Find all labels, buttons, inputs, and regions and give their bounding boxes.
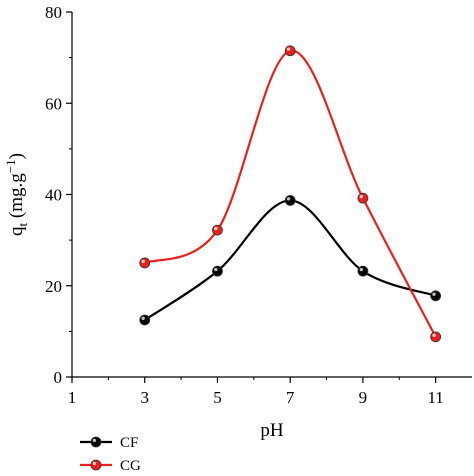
legend-marker-cg-body <box>90 459 102 471</box>
y-tick-label: 80 <box>45 3 62 22</box>
series-cf-point-body <box>139 314 151 326</box>
legend: CF CG <box>80 435 141 474</box>
series-cf-point-highlight <box>141 316 145 321</box>
y-tick-label: 60 <box>45 94 62 113</box>
series-cg-point <box>430 331 442 343</box>
legend-label-cf: CF <box>120 435 138 451</box>
series-cf-line <box>144 199 436 321</box>
series-cg-point-body <box>357 192 369 204</box>
y-tick-label: 40 <box>45 186 62 205</box>
series-cg-point <box>284 45 296 57</box>
series-cf-point <box>284 195 296 206</box>
ticks: 1 3 5 7 9 11 0 20 40 60 80 <box>45 3 444 407</box>
y-axis-title-unit: (mg.g <box>6 173 27 223</box>
series-cf-point <box>430 290 442 302</box>
series-cg-point-body <box>212 224 223 236</box>
x-tick-label: 9 <box>359 388 368 407</box>
series-cf <box>139 195 442 326</box>
series-cg-point-body <box>284 45 296 57</box>
y-axis-title-subscript: t <box>15 222 30 226</box>
series-cg-point-highlight <box>214 226 218 231</box>
series-cf-point-body <box>430 290 442 302</box>
series-cf-point-body <box>212 265 223 277</box>
axes <box>71 12 472 378</box>
series-cg-point <box>357 192 369 204</box>
series-cg-point <box>139 257 151 269</box>
series-cf-point <box>139 314 151 326</box>
legend-item-cf: CF <box>80 435 138 451</box>
series-cf-point-highlight <box>359 267 364 272</box>
y-tick-label: 20 <box>45 277 62 296</box>
y-axis-title-main: q <box>6 226 27 236</box>
series-cg-point-body <box>139 257 151 269</box>
x-axis-title: pH <box>260 420 284 441</box>
series-cf-point-highlight <box>286 197 291 201</box>
series-cg-line <box>144 49 437 338</box>
series-cf-point-body <box>357 265 369 277</box>
legend-item-cg: CG <box>80 458 141 474</box>
y-axis-title-superscript: −1 <box>3 159 18 173</box>
series-cf-point-highlight <box>214 267 218 272</box>
series-cg-point-highlight <box>141 259 145 264</box>
legend-marker-cf-body <box>90 436 102 448</box>
series-cf-point-body <box>284 195 296 206</box>
series-cg-point-highlight <box>432 333 436 337</box>
legend-label-cg: CG <box>120 458 141 474</box>
y-tick-label: 0 <box>54 368 63 387</box>
series-cf-point-highlight <box>432 292 436 296</box>
x-tick-label: 7 <box>286 388 295 407</box>
x-tick-label: 5 <box>213 388 222 407</box>
x-tick-label: 3 <box>140 388 149 407</box>
series-cg-point <box>212 224 223 236</box>
series-cf-point <box>357 265 369 277</box>
legend-marker-cf <box>90 436 102 448</box>
y-axis-title-unit-close: ) <box>6 153 27 159</box>
x-tick-label: 11 <box>427 388 443 407</box>
series-cf-point <box>212 265 223 277</box>
legend-marker-cg <box>90 459 102 471</box>
series-layer <box>139 45 442 343</box>
x-tick-label: 1 <box>68 388 77 407</box>
series-cg-point-body <box>430 331 442 343</box>
series-cg <box>139 45 442 343</box>
series-cg-point-highlight <box>286 47 291 51</box>
series-cg-point-highlight <box>359 194 364 199</box>
y-axis-title: qt (mg.g−1) <box>3 153 30 236</box>
legend-marker-cg-highlight <box>92 461 97 466</box>
legend-marker-cf-highlight <box>92 438 97 443</box>
